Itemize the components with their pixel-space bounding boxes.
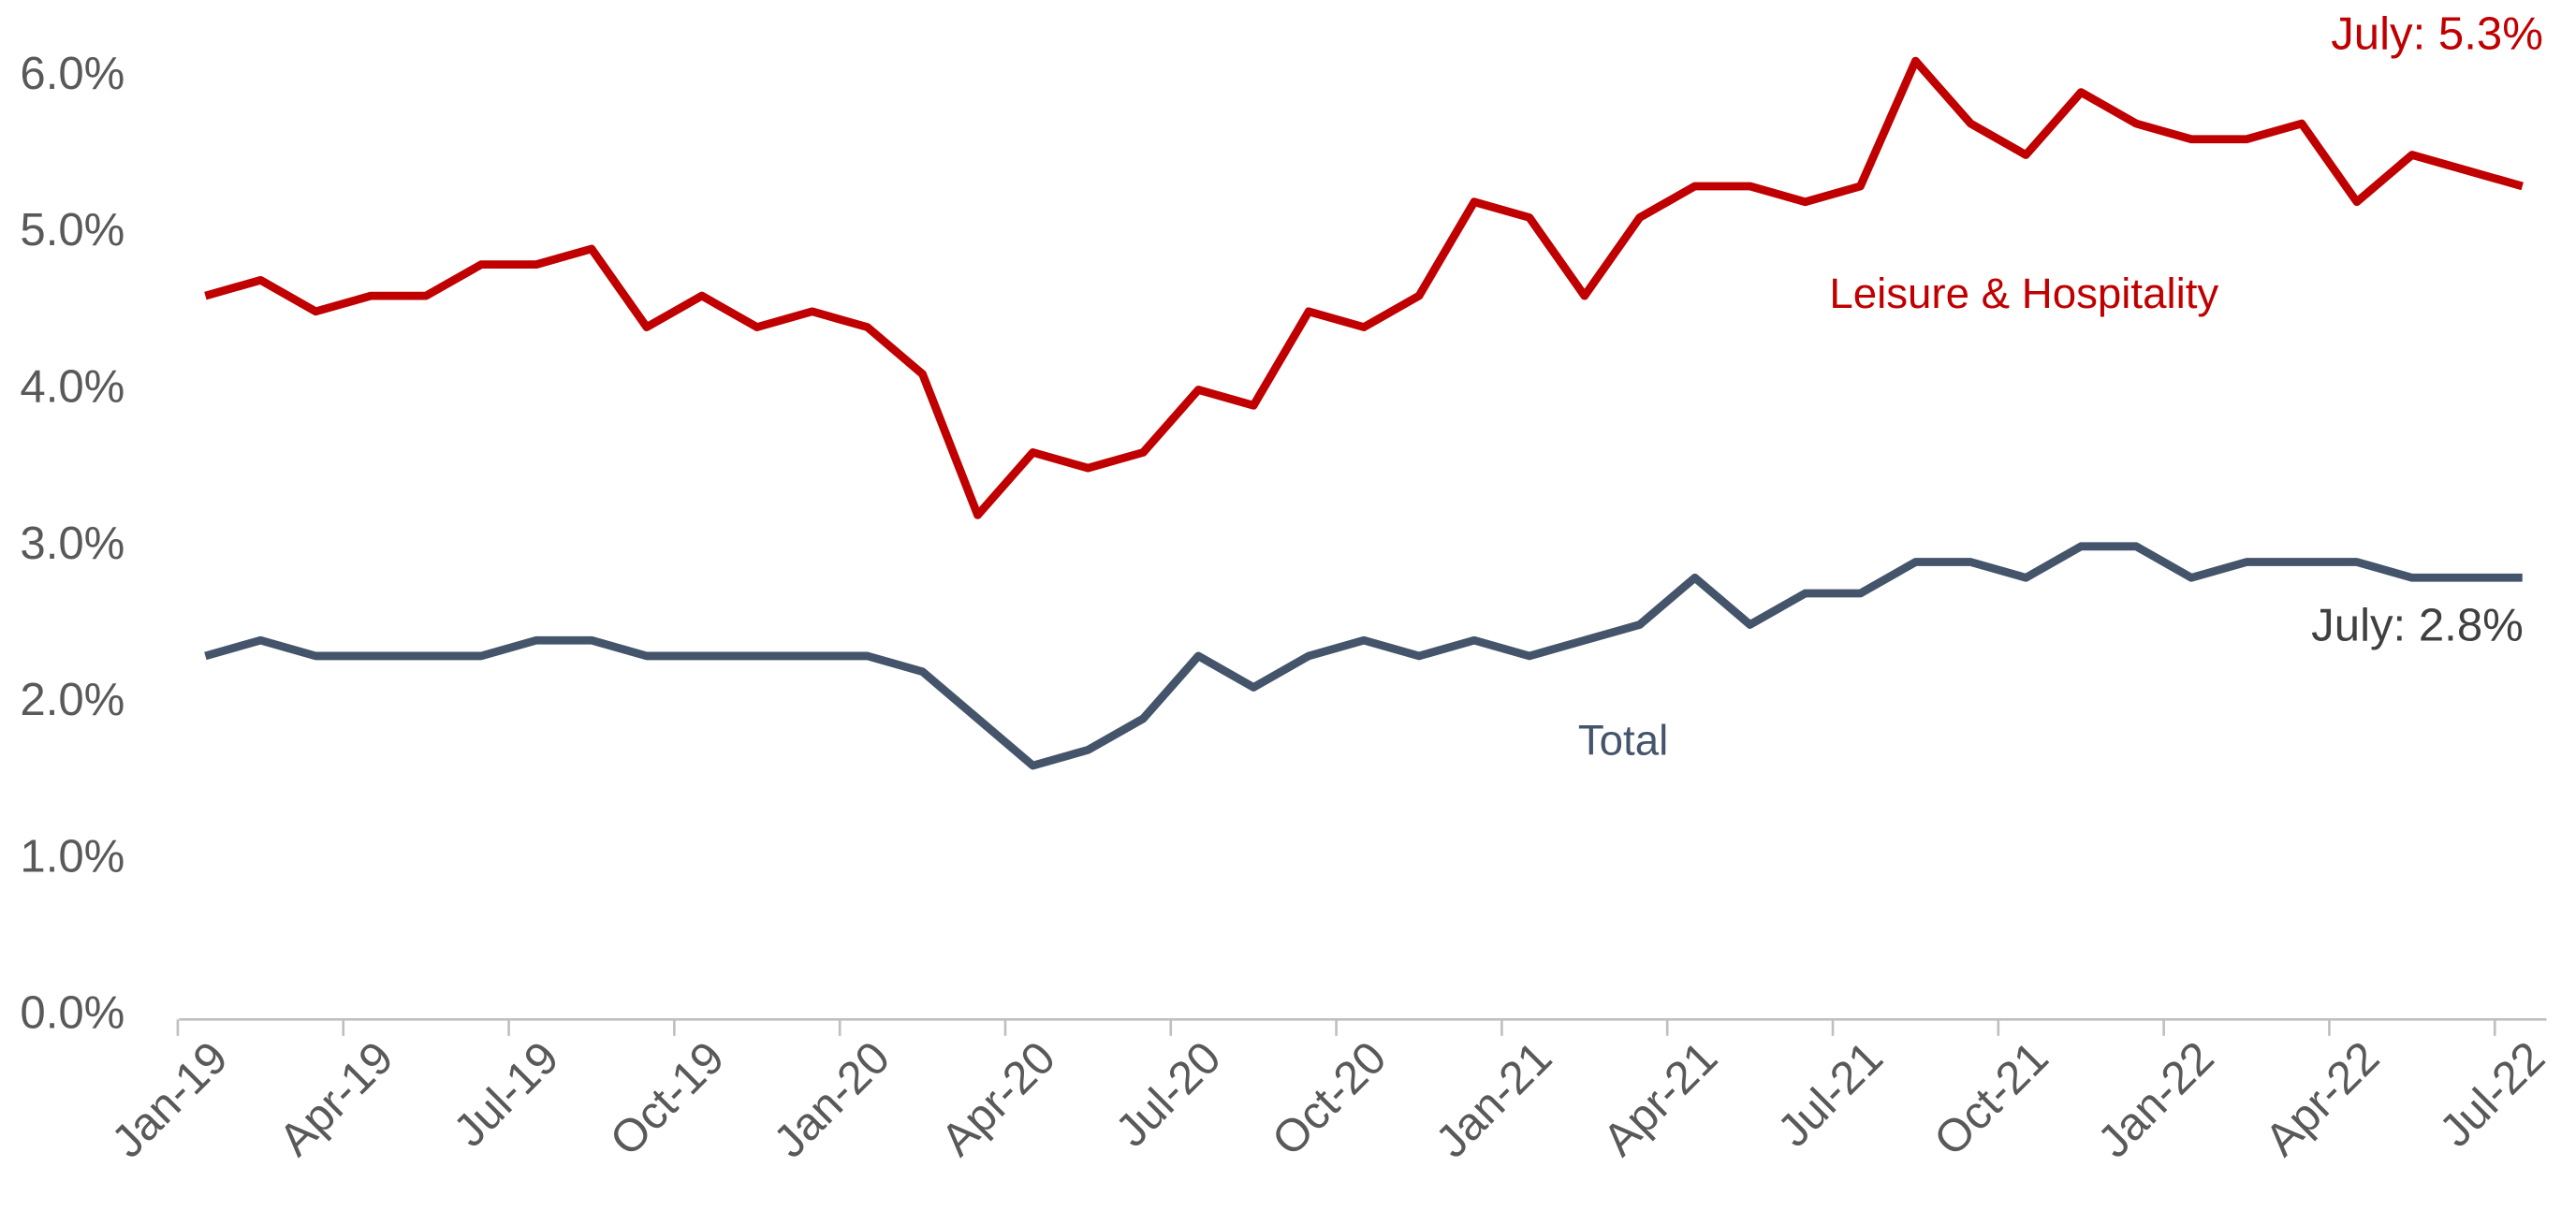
y-tick-label: 1.0%	[20, 831, 124, 882]
x-tick-label: Apr-22	[2256, 1032, 2389, 1165]
x-tick-label: Oct-19	[601, 1032, 734, 1165]
x-tick-label: Jul-19	[445, 1032, 569, 1157]
series-label: Total	[1578, 716, 1668, 764]
x-tick-label: Apr-21	[1594, 1032, 1727, 1165]
y-tick-label: 5.0%	[20, 205, 124, 255]
x-tick-label: Jul-21	[1768, 1032, 1893, 1157]
annotation: July: 5.3%	[2331, 9, 2543, 60]
y-tick-label: 4.0%	[20, 361, 124, 412]
x-tick-label: Jul-22	[2430, 1032, 2554, 1157]
y-tick-label: 3.0%	[20, 518, 124, 569]
x-tick-label: Jan-21	[1427, 1032, 1561, 1167]
series-line	[204, 56, 2524, 519]
series-line	[204, 542, 2523, 770]
x-tick-label: Jan-20	[765, 1032, 900, 1167]
x-tick-label: Jul-20	[1106, 1032, 1231, 1157]
annotation: July: 2.8%	[2311, 601, 2524, 651]
x-tick-label: Jan-22	[2088, 1032, 2223, 1167]
x-tick-label: Apr-19	[270, 1032, 402, 1165]
y-tick-label: 0.0%	[20, 988, 124, 1039]
y-tick-label: 6.0%	[20, 49, 124, 99]
x-tick-label: Apr-20	[931, 1032, 1064, 1165]
x-tick-label: Oct-20	[1263, 1032, 1396, 1165]
x-tick-label: Oct-21	[1925, 1032, 2057, 1165]
x-tick-label: Jan-19	[102, 1032, 237, 1167]
series-label: Leisure & Hospitality	[1829, 270, 2218, 317]
y-tick-label: 2.0%	[20, 675, 124, 725]
